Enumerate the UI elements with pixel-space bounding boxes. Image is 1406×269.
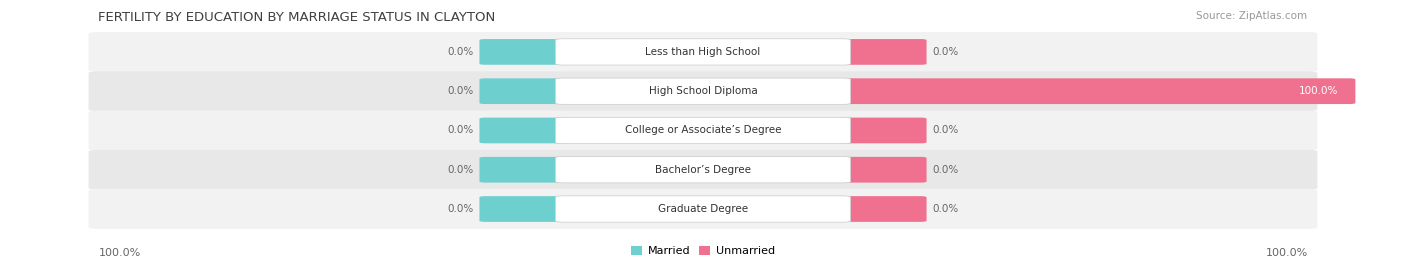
- FancyBboxPatch shape: [555, 117, 851, 144]
- Text: High School Diploma: High School Diploma: [648, 86, 758, 96]
- Text: Source: ZipAtlas.com: Source: ZipAtlas.com: [1197, 11, 1308, 21]
- Text: 0.0%: 0.0%: [447, 165, 474, 175]
- Text: 0.0%: 0.0%: [932, 204, 959, 214]
- Text: 0.0%: 0.0%: [447, 125, 474, 136]
- FancyBboxPatch shape: [89, 150, 1317, 190]
- FancyBboxPatch shape: [555, 157, 851, 183]
- Legend: Married, Unmarried: Married, Unmarried: [627, 242, 779, 261]
- FancyBboxPatch shape: [479, 78, 568, 104]
- Text: 0.0%: 0.0%: [932, 165, 959, 175]
- Text: 0.0%: 0.0%: [447, 204, 474, 214]
- FancyBboxPatch shape: [479, 157, 568, 183]
- FancyBboxPatch shape: [555, 78, 851, 104]
- FancyBboxPatch shape: [838, 118, 927, 143]
- Text: Less than High School: Less than High School: [645, 47, 761, 57]
- FancyBboxPatch shape: [838, 196, 927, 222]
- Text: 0.0%: 0.0%: [447, 86, 474, 96]
- Text: Graduate Degree: Graduate Degree: [658, 204, 748, 214]
- FancyBboxPatch shape: [89, 32, 1317, 72]
- FancyBboxPatch shape: [89, 111, 1317, 150]
- FancyBboxPatch shape: [555, 196, 851, 222]
- FancyBboxPatch shape: [479, 196, 568, 222]
- Text: College or Associate’s Degree: College or Associate’s Degree: [624, 125, 782, 136]
- Text: 0.0%: 0.0%: [447, 47, 474, 57]
- Text: 100.0%: 100.0%: [98, 248, 141, 258]
- Text: FERTILITY BY EDUCATION BY MARRIAGE STATUS IN CLAYTON: FERTILITY BY EDUCATION BY MARRIAGE STATU…: [98, 11, 496, 24]
- FancyBboxPatch shape: [479, 118, 568, 143]
- Text: 0.0%: 0.0%: [932, 125, 959, 136]
- FancyBboxPatch shape: [89, 71, 1317, 111]
- Text: 0.0%: 0.0%: [932, 47, 959, 57]
- FancyBboxPatch shape: [555, 39, 851, 65]
- Text: 100.0%: 100.0%: [1299, 86, 1339, 96]
- Text: Bachelor’s Degree: Bachelor’s Degree: [655, 165, 751, 175]
- FancyBboxPatch shape: [479, 39, 568, 65]
- Text: 100.0%: 100.0%: [1265, 248, 1308, 258]
- FancyBboxPatch shape: [89, 189, 1317, 229]
- FancyBboxPatch shape: [838, 39, 927, 65]
- FancyBboxPatch shape: [838, 157, 927, 183]
- FancyBboxPatch shape: [838, 78, 1355, 104]
